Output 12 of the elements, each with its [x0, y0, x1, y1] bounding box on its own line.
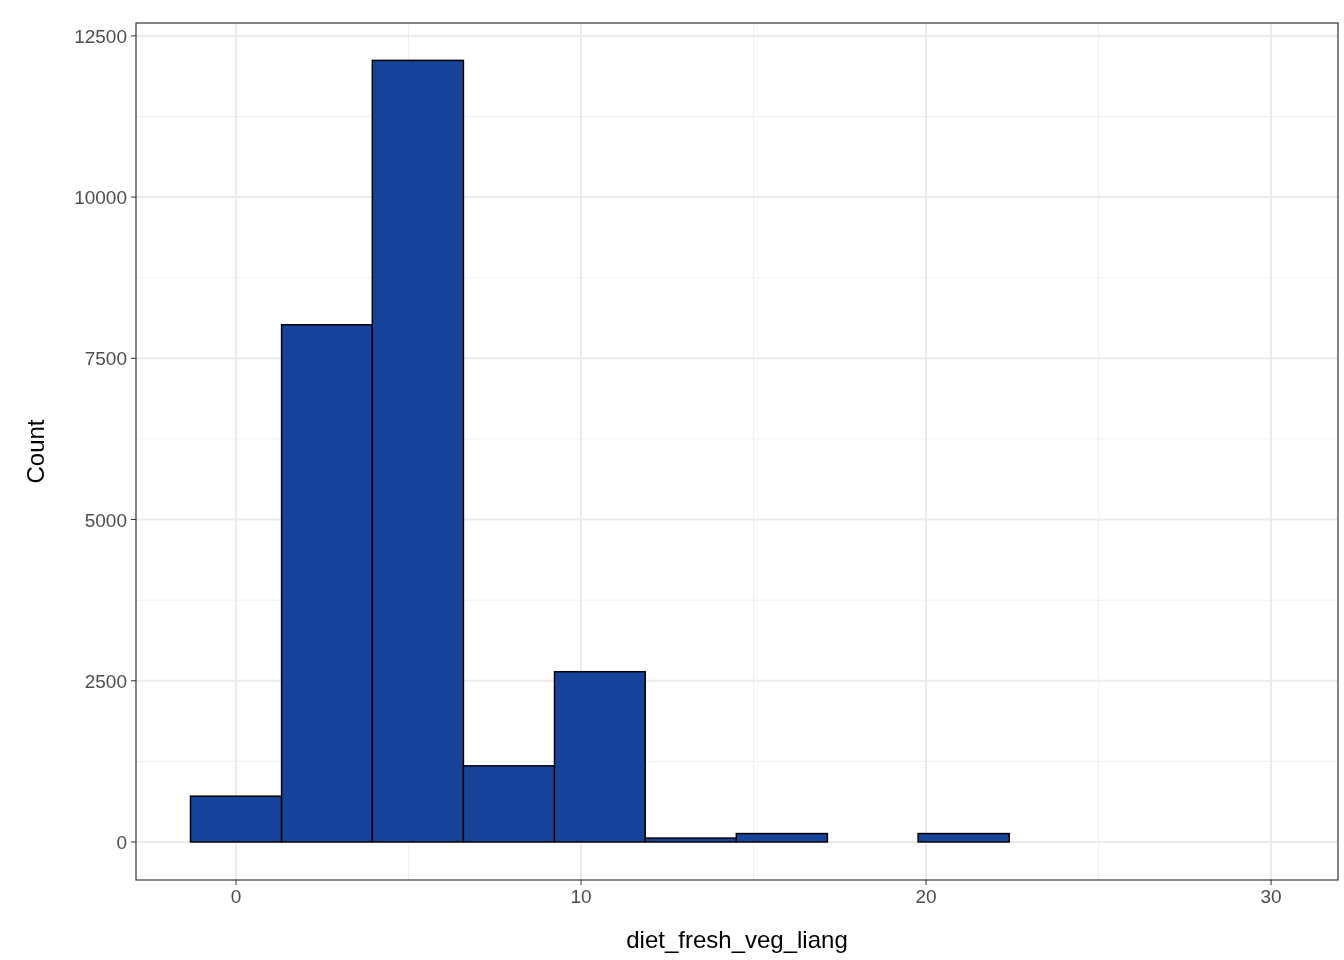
y-tick-label: 0 [116, 831, 127, 853]
x-tick-label: 0 [230, 886, 242, 907]
y-axis-title: Count [22, 419, 49, 484]
y-tick-label: 10000 [74, 187, 127, 209]
x-tick-label: 20 [915, 886, 937, 907]
y-tick-label: 5000 [84, 509, 127, 531]
y-tick-label: 2500 [84, 670, 127, 692]
x-tick-label: 30 [1260, 886, 1282, 907]
y-tick-label: 12500 [74, 25, 127, 47]
y-tick-label: 7500 [84, 348, 127, 370]
x-axis-title: diet_fresh_veg_liang [626, 926, 848, 953]
x-tick-label: 10 [570, 886, 592, 907]
